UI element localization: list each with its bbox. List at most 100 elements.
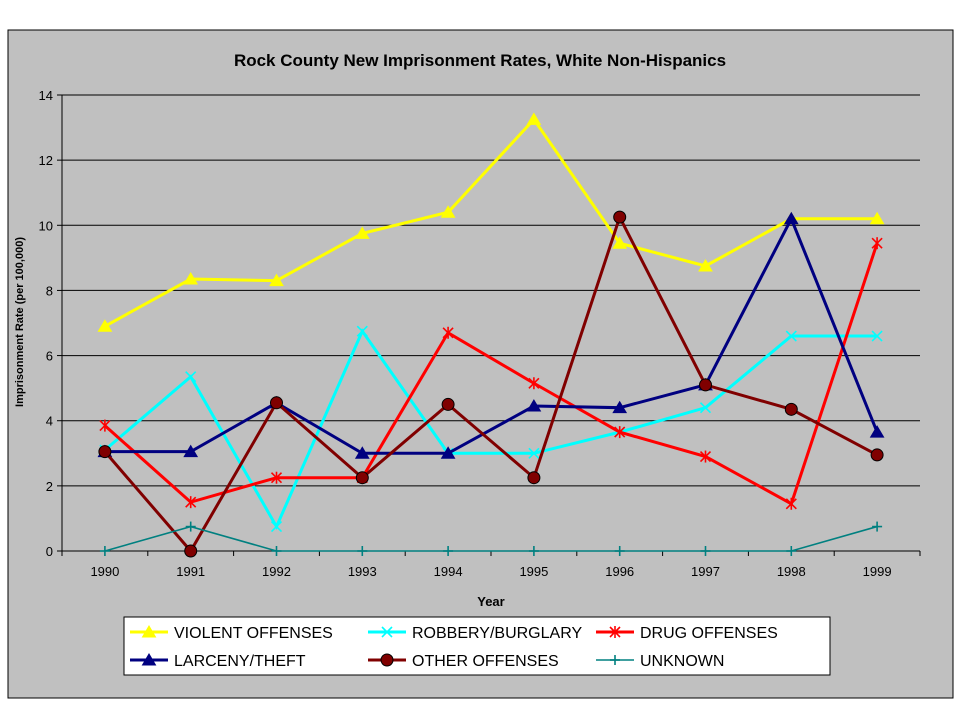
legend-entry: LARCENY/THEFT <box>130 653 306 670</box>
x-tick-label: 1998 <box>777 564 806 579</box>
legend-box <box>123 616 831 676</box>
data-point <box>185 496 197 509</box>
data-point <box>354 226 370 239</box>
data-point <box>443 546 454 556</box>
legend-swatch-marker <box>141 625 157 638</box>
x-tick-label: 1996 <box>605 564 634 579</box>
legend-label: UNKNOWN <box>640 653 724 670</box>
data-point <box>613 210 627 224</box>
legend-entry: DRUG OFFENSES <box>596 625 778 642</box>
series-other-offenses <box>98 210 884 558</box>
data-point <box>442 326 454 339</box>
data-point <box>99 546 110 556</box>
x-tick-label: 1997 <box>691 564 720 579</box>
y-tick-label: 4 <box>46 414 53 429</box>
data-point <box>185 371 197 383</box>
y-tick-label: 14 <box>39 88 53 103</box>
data-point <box>786 546 797 556</box>
x-tick-label: 1999 <box>863 564 892 579</box>
series-line <box>103 328 878 530</box>
data-point <box>98 445 112 459</box>
legend-entry: OTHER OFFENSES <box>368 653 559 670</box>
data-point <box>526 399 542 412</box>
series-unknown <box>99 521 883 556</box>
data-point <box>698 259 713 272</box>
x-tick-label: 1991 <box>176 564 205 579</box>
data-point <box>869 211 885 225</box>
series-line <box>103 213 878 554</box>
data-point <box>357 546 368 556</box>
series-line <box>104 117 878 328</box>
y-axis-label: Imprisonment Rate (per 100,000) <box>14 237 26 407</box>
data-point <box>184 544 198 558</box>
legend-swatch-marker <box>609 626 621 638</box>
data-point <box>356 325 368 337</box>
data-point <box>270 521 283 533</box>
data-point <box>270 471 283 484</box>
data-point <box>699 450 712 463</box>
legend-swatch-marker <box>141 653 157 666</box>
legend-label: LARCENY/THEFT <box>174 653 306 670</box>
data-point <box>614 426 626 439</box>
y-tick-label: 0 <box>46 544 53 559</box>
series-line <box>104 525 878 552</box>
data-point <box>440 446 456 459</box>
data-point <box>354 446 370 459</box>
data-point <box>528 447 540 459</box>
x-tick-label: 1994 <box>434 564 463 579</box>
data-point <box>785 330 797 342</box>
legend: VIOLENT OFFENSES ROBBERY/BURGLARY DRUG OFF… <box>123 616 831 676</box>
data-point <box>183 444 199 458</box>
data-point <box>185 521 196 532</box>
plot-background <box>62 95 920 551</box>
data-point <box>441 397 455 411</box>
legend-label: OTHER OFFENSES <box>412 653 559 670</box>
data-point <box>612 236 628 249</box>
legend-entry: VIOLENT OFFENSES <box>130 625 333 642</box>
data-point <box>785 497 797 510</box>
data-point <box>97 319 113 332</box>
data-point <box>355 471 369 485</box>
y-tick-label: 8 <box>46 283 53 298</box>
data-point <box>783 211 799 225</box>
y-tick-label: 10 <box>39 218 53 233</box>
data-point <box>270 396 283 410</box>
data-point <box>440 205 456 218</box>
legend-swatch-marker <box>380 653 394 667</box>
data-point <box>527 471 541 485</box>
data-point <box>99 419 111 432</box>
data-point <box>699 378 712 392</box>
legend-entry: UNKNOWN <box>596 653 724 670</box>
x-tick-label: 1993 <box>348 564 377 579</box>
data-point <box>700 546 711 556</box>
data-point <box>870 448 884 462</box>
data-point <box>871 330 883 342</box>
data-point <box>699 402 712 414</box>
legend-label: VIOLENT OFFENSES <box>174 625 333 642</box>
data-point <box>872 521 883 532</box>
legend-label: ROBBERY/BURGLARY <box>412 625 582 642</box>
data-point <box>528 546 539 556</box>
data-point <box>871 237 883 250</box>
data-point <box>784 402 798 416</box>
data-point <box>612 400 628 414</box>
legend-entry: ROBBERY/BURGLARY <box>368 625 582 642</box>
y-tick-label: 12 <box>39 153 53 168</box>
legend-label: DRUG OFFENSES <box>640 625 778 642</box>
x-tick-label: 1992 <box>262 564 291 579</box>
series-line <box>103 242 879 506</box>
data-point <box>614 546 625 556</box>
data-point <box>526 112 542 125</box>
series-line <box>104 215 879 455</box>
legend-swatch-marker <box>610 655 620 665</box>
data-point <box>869 425 885 438</box>
data-point <box>183 272 199 285</box>
data-point <box>528 377 540 390</box>
chart-title: Rock County New Imprisonment Rates, Whit… <box>234 51 726 70</box>
y-tick-label: 2 <box>46 479 53 494</box>
x-tick-label: 1990 <box>90 564 119 579</box>
x-axis-label: Year <box>477 594 504 609</box>
y-tick-label: 6 <box>46 349 53 364</box>
